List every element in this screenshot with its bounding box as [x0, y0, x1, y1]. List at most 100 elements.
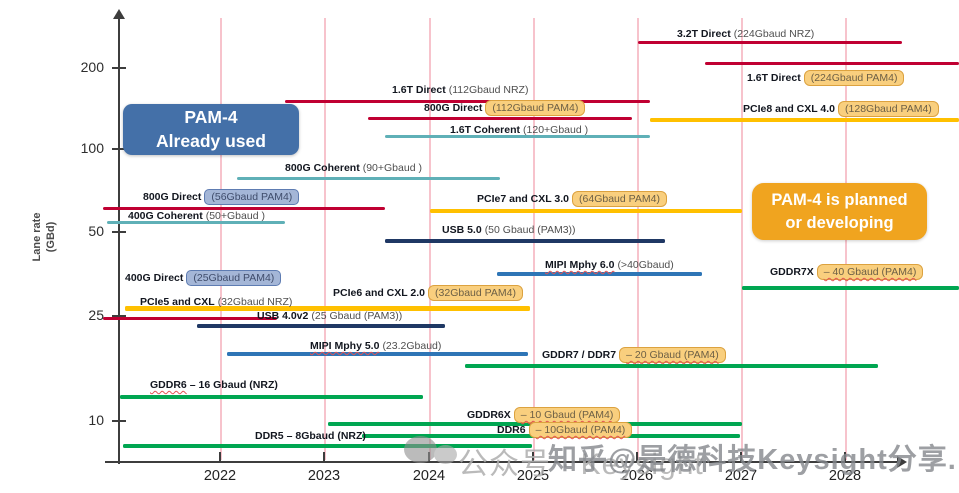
series-line-pcie7-cxl-3-0-64g-pam4 [430, 209, 742, 213]
series-value-gddr7-ddr7-20g-pam4: – 20 Gbaud (PAM4) [619, 347, 726, 363]
series-name-gddr7-ddr7-20g-pam4: GDDR7 / DDR7 [542, 349, 617, 361]
series-value-pcie7-cxl-3-0-64g-pam4: (64Gbaud PAM4) [572, 191, 667, 207]
y-axis-title-line2: (GBd) [44, 221, 57, 253]
series-name-usb-4-0v2-25g-pam3: USB 4.0v2 [257, 310, 309, 322]
series-name-800g-coherent-90g: 800G Coherent [285, 162, 360, 174]
series-name-mipi-mphy-6-0-40g: MIPI Mphy 6.0 [545, 259, 615, 271]
series-label-800g-direct-112g-pam4: 800G Direct (112Gbaud PAM4) [424, 99, 586, 117]
callout-pam4-planned-line2: or developing [785, 213, 894, 232]
series-name-1-6t-coherent-120g: 1.6T Coherent [450, 124, 521, 136]
series-name-gddr6-16g-nrz: GDDR6 [150, 379, 187, 391]
series-line-usb-4-0v2-25g-pam3 [197, 324, 445, 328]
ytick-label-25: 25 [88, 307, 104, 323]
series-name-800g-direct-56g-pam4: 800G Direct [143, 191, 202, 203]
series-label-mipi-mphy-6-0-40g: MIPI Mphy 6.0 (>40Gbaud) [545, 256, 674, 274]
series-value-pcie8-cxl-4-0-128g-pam4: (128Gbaud PAM4) [838, 101, 939, 117]
series-label-ddr6-10g-pam4: DDR6– 10Gbaud (PAM4) [497, 421, 633, 439]
xtick-label-2025: 2025 [516, 468, 550, 484]
series-value-800g-coherent-90g: (90+Gbaud ) [362, 162, 422, 174]
y-axis-arrow-icon [113, 3, 125, 19]
series-value-ddr6-10g-pam4: – 10Gbaud (PAM4) [528, 422, 633, 438]
series-label-pcie6-cxl-2-0-32g-pam4: PCIe6 and CXL 2.0 (32Gbaud PAM4) [333, 284, 523, 302]
series-line-800g-direct-56g-pam4 [103, 207, 385, 210]
series-label-400g-direct-25g-pam4: 400G Direct (25Gbaud PAM4) [125, 269, 282, 287]
series-line-800g-direct-112g-pam4 [368, 117, 632, 120]
series-name-gddr7x-40g-pam4: GDDR7X [770, 266, 814, 278]
series-name-400g-coherent-50g: 400G Coherent [128, 210, 203, 222]
callout-pam4-already-used-line2: Already used [156, 130, 266, 151]
series-line-800g-coherent-90g [237, 177, 500, 180]
y-axis [118, 12, 120, 464]
series-name-3-2t-direct-224g-nrz: 3.2T Direct [677, 28, 731, 40]
series-label-1-6t-coherent-120g: 1.6T Coherent (120+Gbaud ) [450, 121, 588, 139]
series-value-pcie5-cxl-32g-nrz: (32Gbaud NRZ) [217, 296, 293, 308]
series-line-gddr7-ddr7-20g-pam4 [465, 364, 878, 368]
callout-pam4-planned-line1: PAM-4 is planned [771, 191, 908, 210]
ytick-label-10: 10 [88, 412, 104, 428]
series-value-gddr6-16g-nrz: – 16 Gbaud (NRZ) [189, 379, 278, 391]
series-label-800g-coherent-90g: 800G Coherent (90+Gbaud ) [285, 159, 422, 177]
series-value-usb-5-0-50g-pam3: (50 Gbaud (PAM3)) [484, 224, 576, 236]
series-line-1-6t-direct-224g-pam4 [705, 62, 959, 65]
series-label-1-6t-direct-112g-nrz: 1.6T Direct (112Gbaud NRZ) [392, 81, 528, 99]
series-label-400g-coherent-50g: 400G Coherent (50+Gbaud ) [128, 207, 265, 225]
series-value-gddr6x-10g-pam4: – 10 Gbaud (PAM4) [513, 407, 621, 423]
series-name-pcie8-cxl-4-0-128g-pam4: PCIe8 and CXL 4.0 [743, 103, 836, 115]
xtick-label-2022: 2022 [203, 468, 237, 484]
wechat-bubble-large [404, 436, 437, 463]
series-value-ddr5-8g-nrz: – 8Gbaud (NRZ) [286, 430, 366, 442]
series-name-1-6t-direct-224g-pam4: 1.6T Direct [747, 72, 801, 84]
series-value-usb-4-0v2-25g-pam3: (25 Gbaud (PAM3)) [311, 310, 403, 322]
series-label-1-6t-direct-224g-pam4: 1.6T Direct (224Gbaud PAM4) [747, 69, 905, 87]
series-label-gddr7x-40g-pam4: GDDR7X – 40 Gbaud (PAM4) [770, 263, 924, 281]
series-name-ddr6-10g-pam4: DDR6 [497, 424, 526, 436]
y-axis-title: Lane rate (GBd) [31, 202, 59, 272]
series-name-mipi-mphy-5-0-23-2g: MIPI Mphy 5.0 [310, 340, 380, 352]
xtick-label-2027: 2027 [724, 468, 758, 484]
gridline-2022 [220, 18, 222, 460]
wechat-icon [404, 436, 458, 470]
ytick-label-200: 200 [80, 59, 104, 75]
series-value-mipi-mphy-6-0-40g: (>40Gbaud) [617, 259, 674, 271]
series-label-3-2t-direct-224g-nrz: 3.2T Direct (224Gbaud NRZ) [677, 25, 814, 43]
callout-pam4-already-used: PAM-4 Already used [123, 104, 299, 155]
series-name-1-6t-direct-112g-nrz: 1.6T Direct [392, 84, 446, 96]
series-label-mipi-mphy-5-0-23-2g: MIPI Mphy 5.0 (23.2Gbaud) [310, 337, 441, 355]
series-label-gddr6-16g-nrz: GDDR6– 16 Gbaud (NRZ) [150, 376, 278, 394]
ytick-label-100: 100 [80, 140, 104, 156]
xtick-dash-2025 [532, 452, 534, 462]
xtick-dash-2027 [740, 452, 742, 462]
series-label-usb-5-0-50g-pam3: USB 5.0 (50 Gbaud (PAM3)) [442, 221, 576, 239]
callout-pam4-planned: PAM-4 is planned or developing [752, 183, 927, 240]
xtick-dash-2026 [636, 452, 638, 462]
xtick-dash-2022 [219, 452, 221, 462]
gridline-2027 [741, 18, 743, 460]
series-line-gddr7x-40g-pam4 [742, 286, 959, 290]
series-label-pcie8-cxl-4-0-128g-pam4: PCIe8 and CXL 4.0 (128Gbaud PAM4) [743, 100, 939, 118]
series-line-usb-5-0-50g-pam3 [385, 239, 665, 243]
series-line-1-6t-direct-112g-nrz [285, 100, 650, 103]
xtick-label-2026: 2026 [620, 468, 654, 484]
xtick-label-2028: 2028 [828, 468, 862, 484]
series-value-800g-direct-56g-pam4: (56Gbaud PAM4) [204, 189, 300, 205]
series-value-gddr7x-40g-pam4: – 40 Gbaud (PAM4) [816, 264, 924, 280]
series-label-gddr6x-10g-pam4: GDDR6X – 10 Gbaud (PAM4) [467, 406, 621, 424]
series-line-pcie8-cxl-4-0-128g-pam4 [650, 118, 959, 122]
series-label-gddr7-ddr7-20g-pam4: GDDR7 / DDR7– 20 Gbaud (PAM4) [542, 346, 726, 364]
xtick-dash-2023 [323, 452, 325, 462]
xtick-label-2024: 2024 [412, 468, 446, 484]
series-name-pcie5-cxl-32g-nrz: PCIe5 and CXL [140, 296, 215, 308]
series-value-mipi-mphy-5-0-23-2g: (23.2Gbaud) [382, 340, 442, 352]
xtick-label-2023: 2023 [307, 468, 341, 484]
series-line-mipi-mphy-6-0-40g [497, 272, 702, 276]
series-value-400g-coherent-50g: (50+Gbaud ) [205, 210, 265, 222]
series-line-pcie5-cxl-32g-nrz [125, 307, 530, 311]
series-value-pcie6-cxl-2-0-32g-pam4: (32Gbaud PAM4) [428, 285, 523, 301]
series-value-800g-direct-112g-pam4: (112Gbaud PAM4) [485, 100, 586, 116]
series-line-400g-direct-25g-pam4 [103, 317, 277, 320]
series-label-800g-direct-56g-pam4: 800G Direct (56Gbaud PAM4) [143, 188, 300, 206]
series-line-3-2t-direct-224g-nrz [638, 41, 902, 44]
callout-pam4-already-used-line1: PAM-4 [184, 106, 238, 127]
series-name-800g-direct-112g-pam4: 800G Direct [424, 102, 483, 114]
